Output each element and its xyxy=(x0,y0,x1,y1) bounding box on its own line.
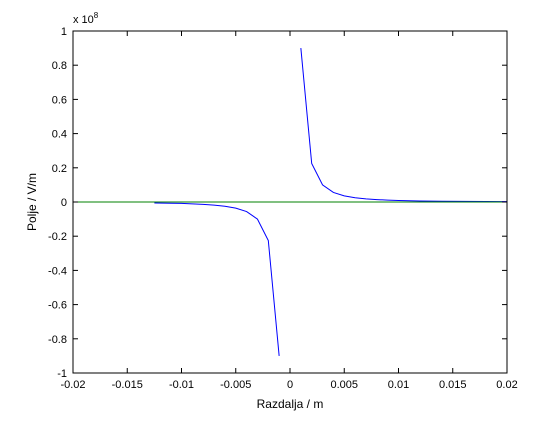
y-tick-label: 0 xyxy=(61,197,67,209)
x-tick-label: -0.015 xyxy=(112,379,143,391)
x-tick-label: 0.01 xyxy=(388,379,409,391)
y-tick-label: 0.2 xyxy=(52,163,67,175)
y-ticks: -1 -0.8 -0.6 -0.4 -0.2 0 0.2 0.4 0.6 0.8 1 xyxy=(48,26,507,380)
x-tick-label: 0.015 xyxy=(439,379,467,391)
y-tick-label: 0.8 xyxy=(52,60,67,72)
y-tick-label: -0.8 xyxy=(48,334,67,346)
x-tick-label: 0 xyxy=(287,379,293,391)
y-scale-base: x 10 xyxy=(73,14,94,26)
x-tick-label: -0.005 xyxy=(220,379,251,391)
x-tick-label: -0.01 xyxy=(169,379,194,391)
y-scale-exponent: 8 xyxy=(94,11,99,20)
x-tick-label: 0.02 xyxy=(496,379,517,391)
series-0-line-1 xyxy=(300,48,508,203)
series-layer xyxy=(73,48,508,356)
y-scale-exponent-label: x 108 xyxy=(73,11,99,26)
x-tick-label: -0.02 xyxy=(60,379,85,391)
y-tick-label: 1 xyxy=(61,26,67,38)
y-axis-title: Polje / V/m xyxy=(25,173,39,231)
x-ticks: -0.02 -0.015 -0.01 -0.005 0 0.005 0.01 0.015 0.0… xyxy=(60,31,518,391)
x-tick-label: 0.005 xyxy=(330,379,358,391)
y-tick-label: -0.4 xyxy=(48,265,67,277)
y-tick-label: 0.6 xyxy=(52,94,67,106)
y-tick-label: -0.6 xyxy=(48,300,67,312)
y-tick-label: -1 xyxy=(57,368,67,380)
series-0-line-0 xyxy=(154,202,280,356)
y-tick-label: 0.4 xyxy=(52,129,67,141)
x-axis-title: Razdalja / m xyxy=(257,397,324,411)
y-tick-label: -0.2 xyxy=(48,231,67,243)
